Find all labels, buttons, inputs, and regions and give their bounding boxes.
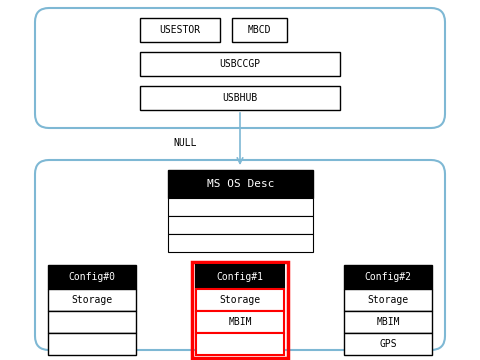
Text: MS OS Desc: MS OS Desc: [207, 179, 274, 189]
Text: USESTOR: USESTOR: [159, 25, 201, 35]
FancyBboxPatch shape: [35, 8, 445, 128]
Text: Config#2: Config#2: [364, 272, 411, 282]
Bar: [196, 333, 284, 355]
Bar: [196, 289, 284, 311]
Text: Storage: Storage: [367, 295, 408, 305]
Text: MBCD: MBCD: [248, 25, 271, 35]
Text: USBCCGP: USBCCGP: [219, 59, 261, 69]
Text: USBHUB: USBHUB: [222, 93, 258, 103]
Bar: [344, 311, 432, 333]
Bar: [192, 262, 288, 358]
Bar: [48, 311, 136, 333]
Text: Config#0: Config#0: [69, 272, 116, 282]
Bar: [48, 265, 136, 289]
Bar: [168, 216, 313, 234]
Bar: [48, 333, 136, 355]
Text: Storage: Storage: [219, 295, 261, 305]
Bar: [168, 198, 313, 216]
Bar: [140, 86, 340, 110]
Bar: [344, 333, 432, 355]
Bar: [168, 170, 313, 198]
FancyBboxPatch shape: [35, 160, 445, 350]
Bar: [344, 265, 432, 289]
Text: MBIM: MBIM: [228, 317, 252, 327]
Text: NULL: NULL: [173, 138, 196, 148]
Bar: [48, 289, 136, 311]
Bar: [140, 52, 340, 76]
Text: MBIM: MBIM: [376, 317, 400, 327]
Bar: [344, 289, 432, 311]
Bar: [232, 18, 287, 42]
Bar: [168, 234, 313, 252]
Text: Config#1: Config#1: [216, 272, 264, 282]
Text: GPS: GPS: [379, 339, 397, 349]
Bar: [196, 311, 284, 333]
Bar: [196, 265, 284, 289]
Text: Storage: Storage: [72, 295, 113, 305]
Bar: [140, 18, 220, 42]
